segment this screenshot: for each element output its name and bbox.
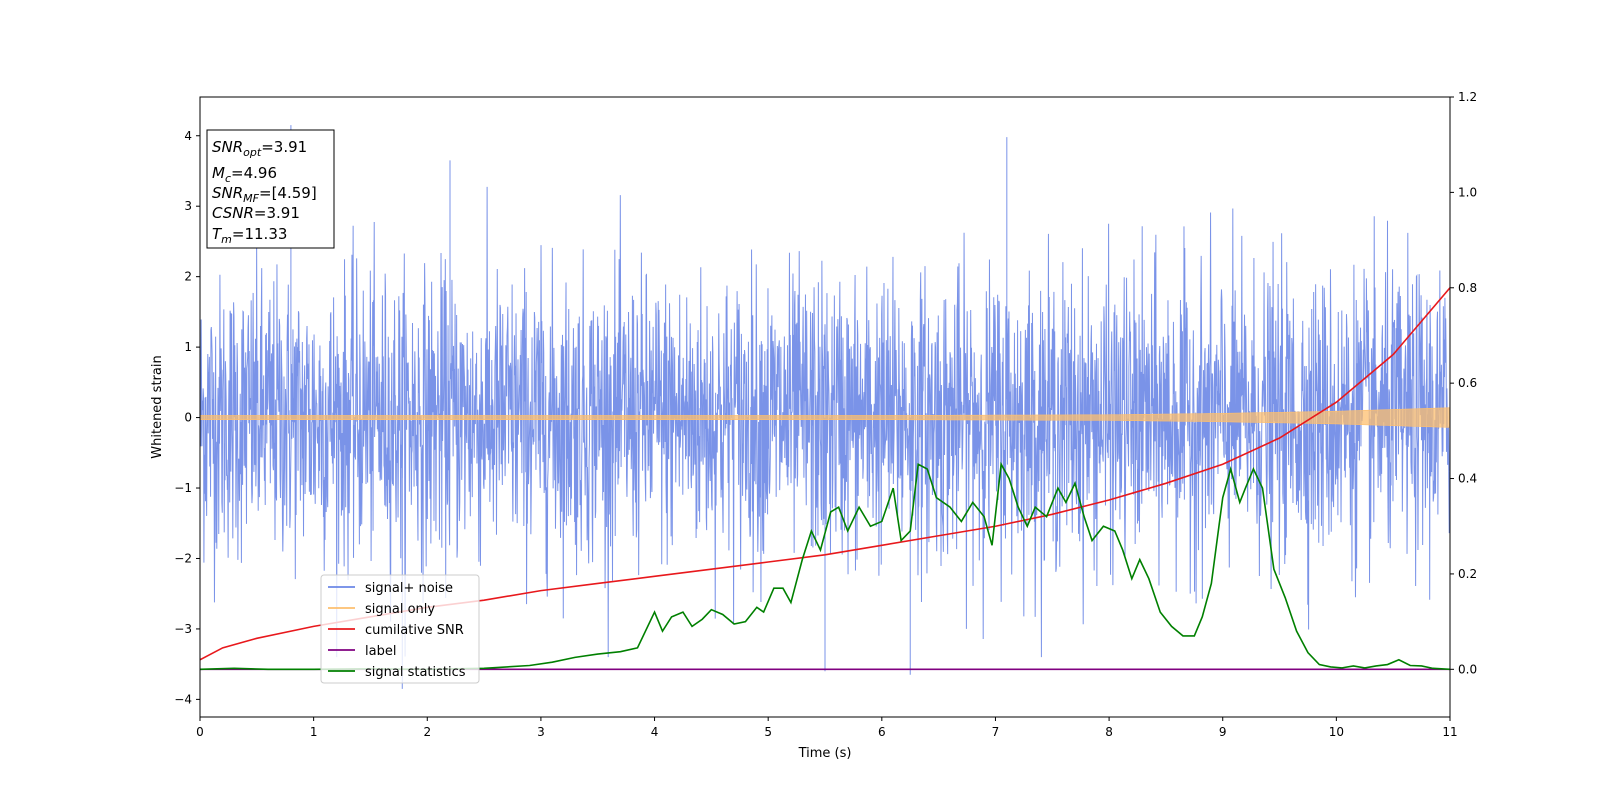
annotation-subscript: opt [243,146,262,159]
annotation-line: SNRMF=[4.59] [212,184,317,205]
x-tick-label: 2 [423,725,431,739]
annotation-symbol: SNR [212,184,243,202]
y-tick-label: 0 [184,411,192,425]
legend: signal+ noise signal only cumilative SNR la… [320,574,480,684]
x-tick-label: 3 [537,725,545,739]
x-tick-label: 11 [1442,725,1457,739]
y-tick-label: −4 [174,692,192,706]
x-tick-label: 7 [992,725,1000,739]
right-y-tick-label: 0.8 [1458,281,1477,295]
annotation-box: SNRopt=3.91Mc=4.96SNRMF=[4.59]CSNR=3.91T… [206,129,335,249]
annotation-value: =3.91 [261,138,307,156]
legend-label-signal-statistics: signal statistics [365,665,466,680]
x-axis: 0 1 2 3 4 5 6 7 8 9 10 11 [196,717,1458,739]
x-tick-label: 6 [878,725,886,739]
y-axis-right: 0.0 0.2 0.4 0.6 0.8 1.0 1.2 [1450,90,1477,676]
y-axis-left: −4 −3 −2 −1 0 1 2 3 4 [174,129,200,706]
annotation-symbol: T [212,225,223,243]
series-signal-only-band [200,407,1450,428]
annotation-frame [206,129,335,249]
right-y-tick-label: 1.2 [1458,90,1477,104]
y-tick-label: 4 [184,129,192,143]
annotation-value: =11.33 [232,225,288,243]
legend-label-cumilative-snr: cumilative SNR [365,623,464,638]
right-y-tick-label: 0.0 [1458,662,1477,676]
y-tick-label: 2 [184,270,192,284]
y-tick-label: −2 [174,551,192,565]
annotation-subscript: MF [243,192,259,205]
annotation-line: CSNR=3.91 [212,204,300,222]
legend-label-signal-only: signal only [365,602,435,617]
x-tick-label: 8 [1105,725,1113,739]
legend-label-signal-noise: signal+ noise [365,581,453,596]
annotation-line: SNRopt=3.91 [212,138,307,159]
legend-label-label: label [365,644,396,659]
x-tick-label: 5 [764,725,772,739]
annotation-value: =3.91 [254,204,300,222]
axes-frame [199,96,1451,718]
y-tick-label: 1 [184,340,192,354]
annotation-symbol: CSNR [212,204,254,222]
right-y-tick-label: 0.2 [1458,567,1477,581]
y-axis-label: Whitened strain [150,355,165,458]
annotation-value: =4.96 [231,164,277,182]
x-tick-label: 10 [1329,725,1344,739]
x-tick-label: 1 [310,725,318,739]
right-y-tick-label: 0.6 [1458,376,1477,390]
y-tick-label: 3 [184,199,192,213]
right-y-tick-label: 1.0 [1458,185,1477,199]
annotation-subscript: c [225,172,231,185]
annotation-symbol: M [212,164,225,182]
annotation-subscript: m [221,233,232,246]
x-axis-label: Time (s) [798,746,852,761]
x-tick-label: 9 [1219,725,1227,739]
annotation-value: =[4.59] [259,184,317,202]
series-signal-noise-line [200,125,1450,689]
y-tick-label: −3 [174,622,192,636]
annotation-line: Tm=11.33 [212,225,287,246]
annotation-symbol: SNR [212,138,243,156]
series-signal-statistics-line [200,461,1450,671]
x-tick-label: 4 [651,725,659,739]
legend-frame [320,574,480,684]
right-y-tick-label: 0.4 [1458,472,1477,486]
y-tick-label: −1 [174,481,192,495]
annotation-line: Mc=4.96 [212,164,277,185]
x-tick-label: 0 [196,725,204,739]
